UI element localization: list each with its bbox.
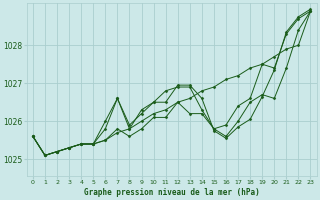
- X-axis label: Graphe pression niveau de la mer (hPa): Graphe pression niveau de la mer (hPa): [84, 188, 260, 197]
